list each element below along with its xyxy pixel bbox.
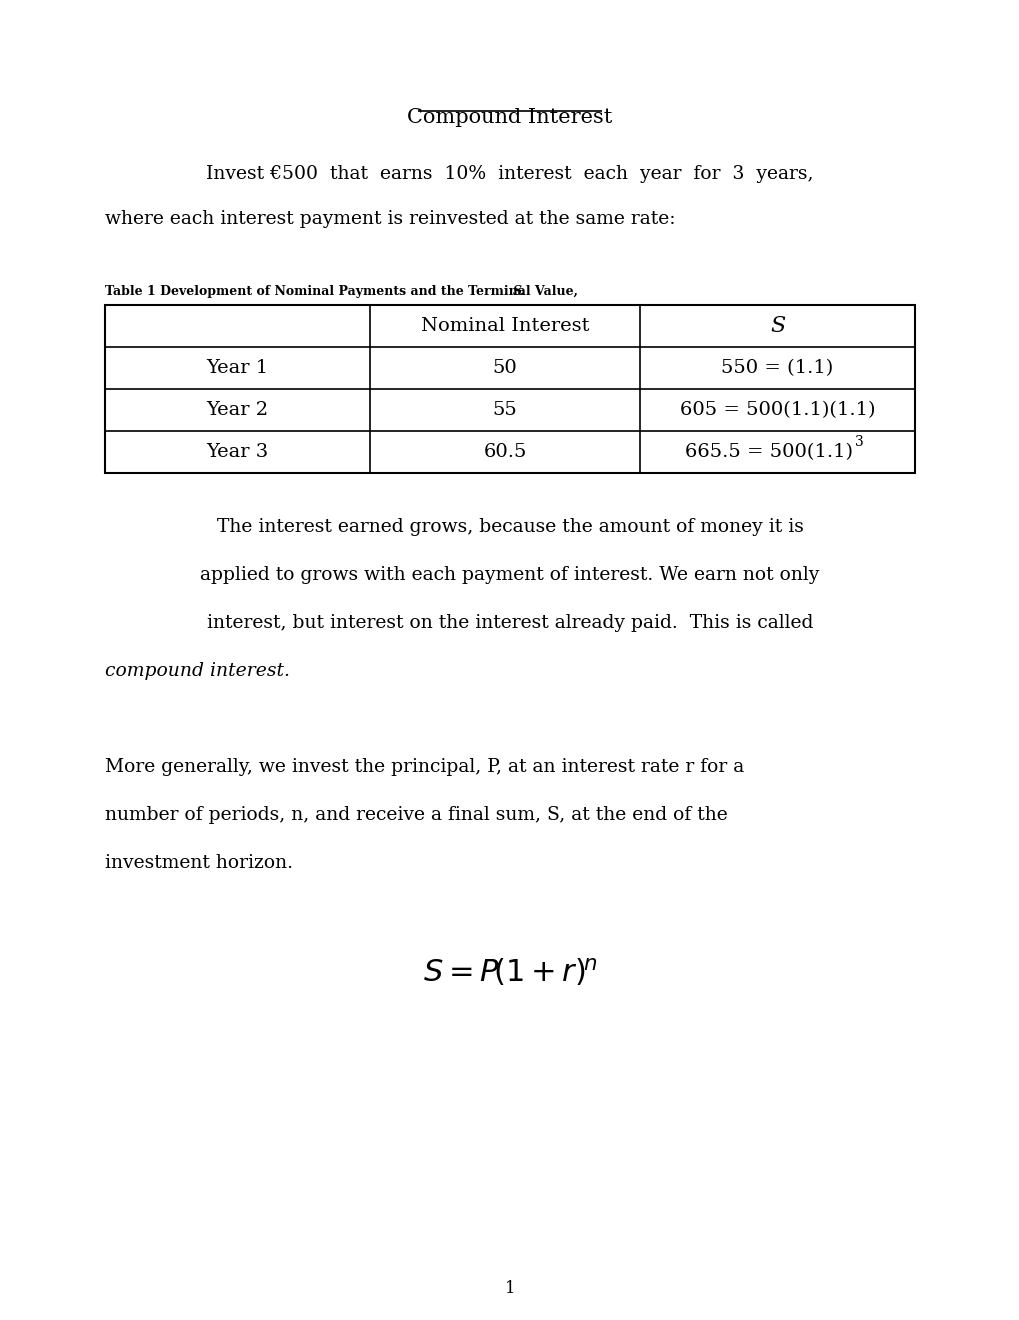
Bar [105, 305, 914, 473]
Text: 50: 50 [492, 359, 517, 378]
Text: 55: 55 [492, 401, 517, 418]
Text: More generally, we invest the principal, P, at an interest rate r for a: More generally, we invest the principal,… [105, 758, 744, 776]
Text: Nominal Interest: Nominal Interest [421, 317, 589, 335]
Text: Invest €500  that  earns  10%  interest  each  year  for  3  years,: Invest €500 that earns 10% interest each… [206, 165, 813, 183]
Text: 665.5 = 500(1.1): 665.5 = 500(1.1) [685, 444, 853, 461]
Text: number of periods, n, and receive a final sum, S, at the end of the: number of periods, n, and receive a fina… [105, 807, 727, 824]
Text: S: S [513, 285, 522, 298]
Text: 605 = 500(1.1)(1.1): 605 = 500(1.1)(1.1) [679, 401, 874, 418]
Text: interest, but interest on the interest already paid.  This is called: interest, but interest on the interest a… [207, 614, 812, 632]
Text: Year 3: Year 3 [206, 444, 268, 461]
Text: Year 2: Year 2 [206, 401, 268, 418]
Text: 550 = (1.1): 550 = (1.1) [720, 359, 833, 378]
Text: 1: 1 [504, 1280, 515, 1298]
Text: S: S [769, 315, 785, 337]
Text: investment horizon.: investment horizon. [105, 854, 292, 873]
Text: Table 1 Development of Nominal Payments and the Terminal Value,: Table 1 Development of Nominal Payments … [105, 285, 582, 298]
Text: Compound Interest: Compound Interest [407, 108, 612, 127]
Text: applied to grows with each payment of interest. We earn not only: applied to grows with each payment of in… [200, 566, 819, 583]
Text: compound interest.: compound interest. [105, 663, 289, 680]
Text: Year 1: Year 1 [206, 359, 268, 378]
Text: where each interest payment is reinvested at the same rate:: where each interest payment is reinveste… [105, 210, 675, 228]
Text: The interest earned grows, because the amount of money it is: The interest earned grows, because the a… [216, 517, 803, 536]
Text: $\mathit{S} = \mathit{P}\!\left(1 + \mathit{r}\right)^{\!\mathit{n}}$: $\mathit{S} = \mathit{P}\!\left(1 + \mat… [423, 957, 596, 989]
Text: 60.5: 60.5 [483, 444, 526, 461]
Text: .: . [520, 285, 524, 298]
Text: 3: 3 [854, 436, 863, 449]
